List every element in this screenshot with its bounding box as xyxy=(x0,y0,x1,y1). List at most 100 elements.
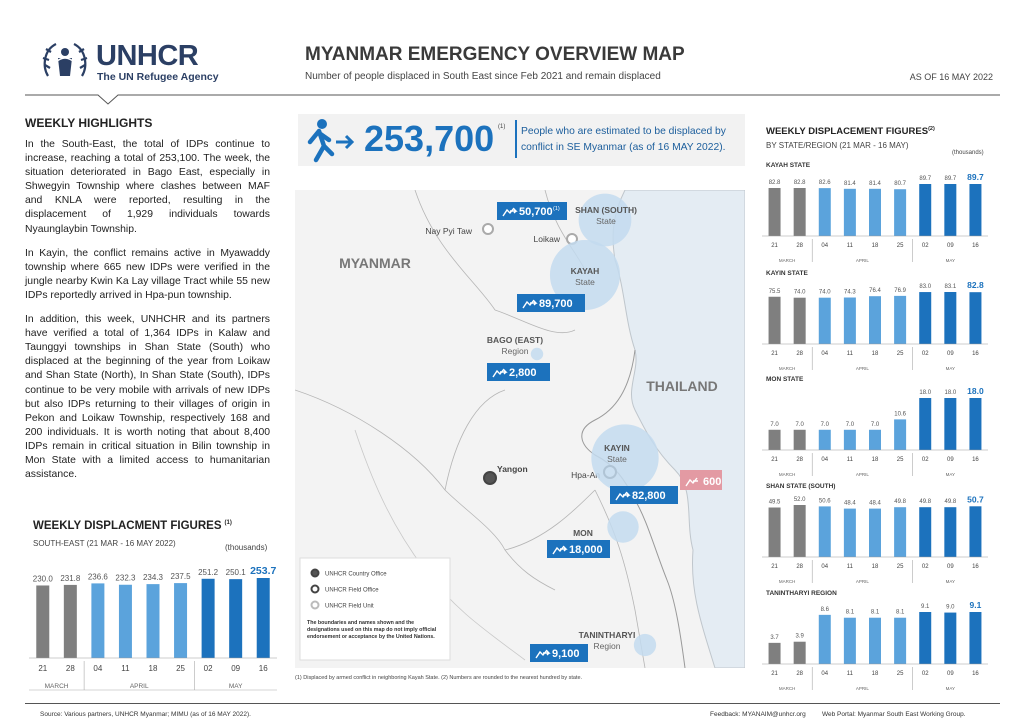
region-value-box xyxy=(547,540,610,558)
region-name: KAYAH xyxy=(571,266,600,276)
week-label: 25 xyxy=(897,243,904,249)
week-label: 25 xyxy=(897,671,904,677)
bar xyxy=(944,507,957,557)
bar xyxy=(118,584,132,658)
date: AS OF 16 MAY 2022 xyxy=(909,72,993,82)
place-label: Loikaw xyxy=(534,234,561,244)
month-label: APRIL xyxy=(130,683,149,690)
place-label: Nay Pyi Taw xyxy=(425,226,472,236)
week-label: 21 xyxy=(771,457,778,463)
value-label: 9.0 xyxy=(946,605,955,611)
week-label: 11 xyxy=(847,671,854,677)
bar xyxy=(969,398,982,450)
week-label: 28 xyxy=(796,351,803,357)
region-kind: State xyxy=(596,216,616,226)
value-label: 48.4 xyxy=(844,501,856,507)
value-label: 82.8 xyxy=(794,180,806,186)
region-note: (1) xyxy=(553,206,560,212)
week-label: 16 xyxy=(972,671,979,677)
value-label: 232.3 xyxy=(115,574,136,583)
value-label: 18.0 xyxy=(944,390,956,396)
value-label: 236.6 xyxy=(88,572,109,581)
bar xyxy=(919,507,932,557)
state-charts-note: (2) xyxy=(928,126,935,132)
disclaimer: The boundaries and names shown and the d… xyxy=(307,620,437,640)
week-label: 02 xyxy=(922,671,929,677)
value-label: 74.0 xyxy=(819,290,831,296)
region-value-box xyxy=(610,486,678,504)
region-value: 50,700 xyxy=(519,206,553,218)
value-label: 230.0 xyxy=(33,574,54,583)
value-label: 8.1 xyxy=(896,610,905,616)
value-label: 251.2 xyxy=(198,568,219,577)
value-label: 250.1 xyxy=(226,568,247,577)
value-label: 7.0 xyxy=(795,422,804,428)
region-kind: State xyxy=(607,454,627,464)
month-label: MAY xyxy=(946,686,955,690)
month-label: APRIL xyxy=(856,686,870,690)
runner-glyph xyxy=(552,545,568,555)
logo-text: UNHCR xyxy=(96,40,199,72)
bar xyxy=(818,429,831,450)
region-name: BAGO (EAST) xyxy=(487,335,543,345)
value-label: 49.8 xyxy=(894,499,906,505)
state-chart-name: KAYAH STATE xyxy=(766,162,811,169)
month-label: APRIL xyxy=(856,472,870,476)
week-label: 04 xyxy=(821,351,828,357)
week-label: 16 xyxy=(972,243,979,249)
total-description: People who are estimated to be displaced… xyxy=(521,126,726,153)
highlight-paragraph: In addition, this week, UNHCHR and its p… xyxy=(25,314,270,481)
region-bubble xyxy=(549,239,621,311)
bar xyxy=(894,617,907,664)
bar xyxy=(969,184,982,236)
week-label: 11 xyxy=(847,243,854,249)
week-label: 16 xyxy=(972,564,979,570)
bar xyxy=(894,419,907,450)
week-label: 28 xyxy=(66,664,75,673)
week-label: 21 xyxy=(771,243,778,249)
week-label: 04 xyxy=(821,243,828,249)
value-label: 7.0 xyxy=(821,422,830,428)
country-label: THAILAND xyxy=(646,378,718,394)
value-label: 253.7 xyxy=(250,565,276,577)
bar xyxy=(919,184,932,236)
value-label: 237.5 xyxy=(171,572,192,581)
disclaimer-box: The boundaries and names shown and the d… xyxy=(307,620,437,640)
region-value: 18,000 xyxy=(569,544,603,556)
bar xyxy=(894,295,907,344)
runner-glyph xyxy=(492,368,508,378)
runner-glyph xyxy=(615,491,631,501)
value-label: 75.5 xyxy=(769,289,781,295)
value-label: 89.7 xyxy=(967,172,984,182)
region-bubble xyxy=(633,633,657,657)
total-note: (1) xyxy=(498,124,506,130)
week-label: 28 xyxy=(796,457,803,463)
value-label: 76.4 xyxy=(869,288,881,294)
week-label: 21 xyxy=(38,664,47,673)
state-chart-name: TANINTHARYI REGION xyxy=(766,590,837,597)
week-label: 18 xyxy=(872,671,879,677)
bar xyxy=(969,292,982,344)
region-name: SHAN (SOUTH) xyxy=(575,205,637,215)
region-value: 89,700 xyxy=(539,298,573,310)
month-label: MARCH xyxy=(779,686,796,690)
bar xyxy=(793,429,806,450)
total-box xyxy=(298,114,745,166)
total-value: 253,700 xyxy=(364,118,495,159)
state-charts-units: (thousands) xyxy=(952,150,984,156)
region-value-box xyxy=(517,294,585,312)
bar xyxy=(793,188,806,236)
logo-icon xyxy=(42,43,88,77)
bar xyxy=(869,296,881,344)
region-value-box xyxy=(497,202,567,220)
week-label: 11 xyxy=(847,351,854,357)
footer-source: Source: Various partners, UNHCR Myanmar;… xyxy=(40,711,251,718)
state-chart: MON STATE 7.0 21 7.0 28 7.0 04 7.0 11 7.0 18 10.6 25… xyxy=(762,376,988,476)
state-charts-title-text: WEEKLY DISPLACEMENT FIGURES xyxy=(766,126,929,138)
value-label: 3.9 xyxy=(795,634,804,640)
region-bubble xyxy=(578,193,632,247)
state-chart-name: KAYIN STATE xyxy=(766,270,808,277)
bar xyxy=(768,642,781,664)
region-value-box xyxy=(487,363,550,381)
se-chart-subtitle: SOUTH-EAST (21 MAR - 16 MAY 2022) xyxy=(33,539,176,548)
